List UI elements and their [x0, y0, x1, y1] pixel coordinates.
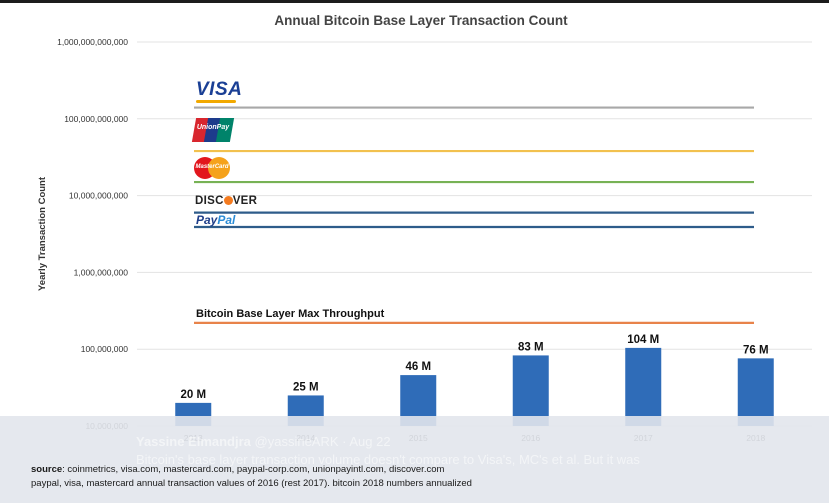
- tweet-author: Yassine Elmandjra @yassineARK · Aug 22: [136, 434, 391, 449]
- data-label: 25 M: [293, 381, 319, 393]
- discover-logo-text-b: VER: [232, 195, 258, 207]
- y-tick-label: 100,000,000,000: [64, 114, 128, 124]
- source-line-2: paypal, visa, mastercard annual transact…: [31, 478, 472, 489]
- y-tick-label: 1,000,000,000: [74, 267, 129, 277]
- source-label: source: [31, 464, 63, 475]
- data-label: 46 M: [405, 361, 431, 373]
- source-list: : coinmetrics, visa.com, mastercard.com,…: [62, 464, 445, 475]
- paypal-logo-text-b: Pal: [217, 213, 236, 227]
- mastercard-logo-text: MasterCard: [195, 164, 229, 170]
- reference-line-label: Bitcoin Base Layer Max Throughput: [196, 308, 385, 320]
- mastercard-logo-yellow-circle: [208, 157, 230, 179]
- bar: [512, 355, 549, 426]
- unionpay-logo-text: UnionPay: [196, 124, 230, 131]
- paypal-logo-text-a: Pay: [196, 213, 218, 227]
- y-tick-label: 1,000,000,000,000: [57, 37, 128, 47]
- discover-logo-text-a: DISC: [195, 195, 224, 207]
- data-label: 20 M: [180, 389, 206, 401]
- tweet-handle-time: @yassineARK · Aug 22: [250, 434, 391, 449]
- tweet-author-name: Yassine Elmandjra: [136, 434, 251, 449]
- y-tick-label: 100,000,000: [81, 344, 129, 354]
- tweet-text: Bitcoin's base layer transaction volume …: [136, 452, 640, 467]
- visa-logo-swoosh: [196, 100, 236, 103]
- paypal-logo: PayPal: [196, 213, 235, 227]
- chart-title: Annual Bitcoin Base Layer Transaction Co…: [274, 13, 568, 28]
- data-label: 76 M: [743, 344, 769, 356]
- visa-logo: VISA: [196, 79, 243, 100]
- source-line-1: source: coinmetrics, visa.com, mastercar…: [31, 464, 444, 475]
- data-label: 83 M: [518, 341, 544, 353]
- bar: [737, 358, 774, 426]
- mastercard-logo: MasterCard: [194, 157, 230, 179]
- discover-logo: DISC VER: [195, 195, 257, 207]
- tweet-overlay: Yassine Elmandjra @yassineARK · Aug 22 B…: [0, 416, 829, 503]
- y-tick-label: 10,000,000,000: [69, 191, 128, 201]
- discover-logo-dot: [223, 196, 233, 205]
- y-axis-label: Yearly Transaction Count: [37, 176, 48, 291]
- unionpay-logo: UnionPay: [191, 118, 235, 142]
- data-label: 104 M: [627, 334, 659, 346]
- bar: [625, 347, 662, 426]
